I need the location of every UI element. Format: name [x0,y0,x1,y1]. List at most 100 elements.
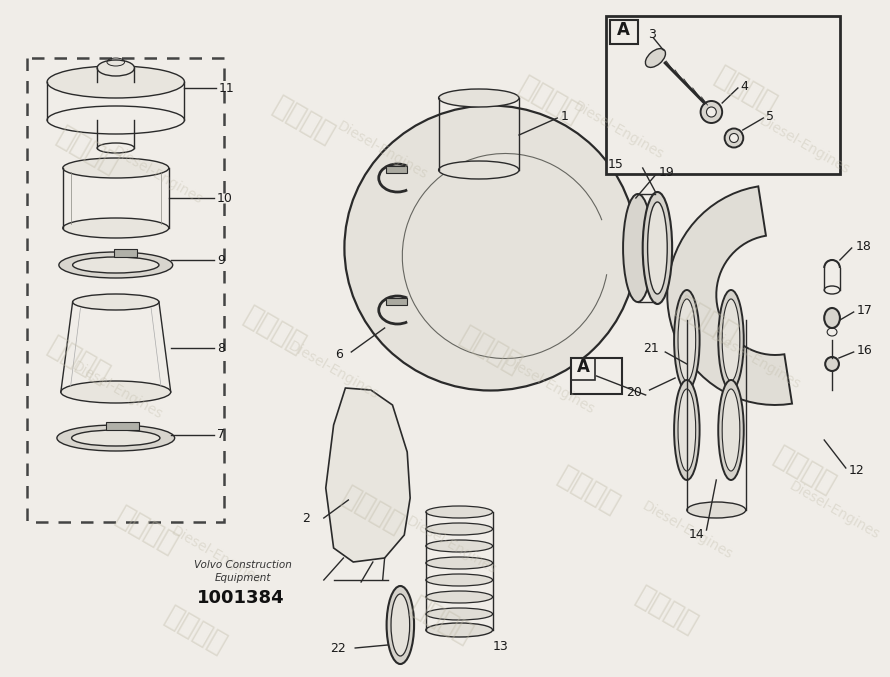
Text: Diesel-Engines: Diesel-Engines [286,338,381,401]
Text: Diesel-Engines: Diesel-Engines [756,114,853,177]
Text: 柴发动力: 柴发动力 [553,461,625,519]
Polygon shape [385,298,408,305]
Text: 18: 18 [855,240,871,253]
Ellipse shape [718,290,744,390]
Text: 柴发动力: 柴发动力 [239,301,311,359]
Ellipse shape [718,380,744,480]
Polygon shape [326,388,410,562]
Ellipse shape [425,574,492,586]
Text: Diesel-Engines: Diesel-Engines [109,144,205,206]
Text: A: A [577,358,590,376]
Ellipse shape [71,430,160,446]
Ellipse shape [722,389,740,471]
Ellipse shape [825,357,839,371]
Text: 10: 10 [217,192,232,204]
Text: 柴发动力: 柴发动力 [514,71,586,129]
Ellipse shape [439,161,519,179]
Text: 柴发动力: 柴发动力 [710,61,781,118]
Ellipse shape [425,506,492,518]
Ellipse shape [47,66,184,98]
Text: 柴发动力: 柴发动力 [111,501,183,559]
Text: 20: 20 [626,387,642,399]
Text: 柴发动力: 柴发动力 [53,121,124,179]
Polygon shape [668,186,792,405]
Text: Diesel-Engines: Diesel-Engines [639,498,734,562]
Bar [606,16,840,174]
Text: 14: 14 [689,527,705,540]
Text: Diesel-Engines: Diesel-Engines [786,479,882,542]
Text: 19: 19 [659,167,674,179]
Text: Diesel-Engines: Diesel-Engines [168,523,263,586]
Polygon shape [106,422,140,430]
Ellipse shape [678,389,696,471]
Ellipse shape [722,299,740,381]
Text: A: A [617,21,630,39]
Ellipse shape [643,192,672,304]
Text: 7: 7 [217,429,225,441]
Text: 4: 4 [740,79,748,93]
Text: 8: 8 [217,341,225,355]
Text: Diesel-Engines: Diesel-Engines [70,358,166,422]
Ellipse shape [687,502,746,518]
Ellipse shape [425,557,492,569]
Text: 2: 2 [303,512,310,525]
Text: 5: 5 [766,110,774,123]
Text: 柴发动力: 柴发动力 [269,91,340,149]
Bar [571,358,622,394]
Polygon shape [114,249,137,257]
Ellipse shape [645,49,666,68]
Polygon shape [385,166,408,173]
Ellipse shape [391,594,409,656]
Text: 柴发动力: 柴发动力 [671,291,742,349]
Ellipse shape [824,308,840,328]
Text: 6: 6 [336,347,344,360]
Text: 柴发动力: 柴发动力 [337,481,409,539]
Text: Equipment: Equipment [215,573,271,583]
Ellipse shape [623,194,652,302]
Ellipse shape [674,290,700,390]
Bar [571,358,595,380]
Text: 柴发动力: 柴发动力 [160,601,232,659]
Text: Diesel-Engines: Diesel-Engines [708,328,804,391]
Text: Volvo Construction: Volvo Construction [194,560,292,570]
Ellipse shape [97,60,134,76]
Ellipse shape [730,133,739,142]
Ellipse shape [425,540,492,552]
Ellipse shape [724,129,743,148]
Ellipse shape [63,218,169,238]
Ellipse shape [700,101,722,123]
Text: 13: 13 [492,640,508,653]
Ellipse shape [674,380,700,480]
Text: 柴发动力: 柴发动力 [455,322,526,378]
Ellipse shape [425,591,492,603]
Ellipse shape [439,89,519,107]
Ellipse shape [644,204,667,292]
Bar [611,20,638,44]
Text: 9: 9 [217,253,224,267]
Ellipse shape [63,158,169,178]
Ellipse shape [386,586,414,664]
Ellipse shape [61,381,171,403]
Text: 17: 17 [856,305,872,318]
Text: 柴发动力: 柴发动力 [631,582,703,638]
Ellipse shape [59,252,173,278]
Ellipse shape [648,202,668,294]
Text: 22: 22 [330,642,346,655]
Text: Diesel-Engines: Diesel-Engines [570,98,666,162]
Text: Diesel-Engines: Diesel-Engines [335,118,431,181]
Text: 15: 15 [607,158,623,171]
Text: 12: 12 [849,464,864,477]
Ellipse shape [73,257,159,273]
Ellipse shape [73,294,159,310]
Text: 16: 16 [856,345,872,357]
Text: Diesel-Engines: Diesel-Engines [502,353,597,416]
Text: 柴发动力: 柴发动力 [769,441,840,499]
Ellipse shape [425,523,492,535]
Text: 21: 21 [643,343,659,355]
Text: 1001384: 1001384 [197,589,284,607]
Ellipse shape [678,299,696,381]
Text: 3: 3 [648,28,655,41]
Ellipse shape [425,623,492,637]
Text: 11: 11 [219,81,235,95]
Text: 1: 1 [561,110,568,123]
